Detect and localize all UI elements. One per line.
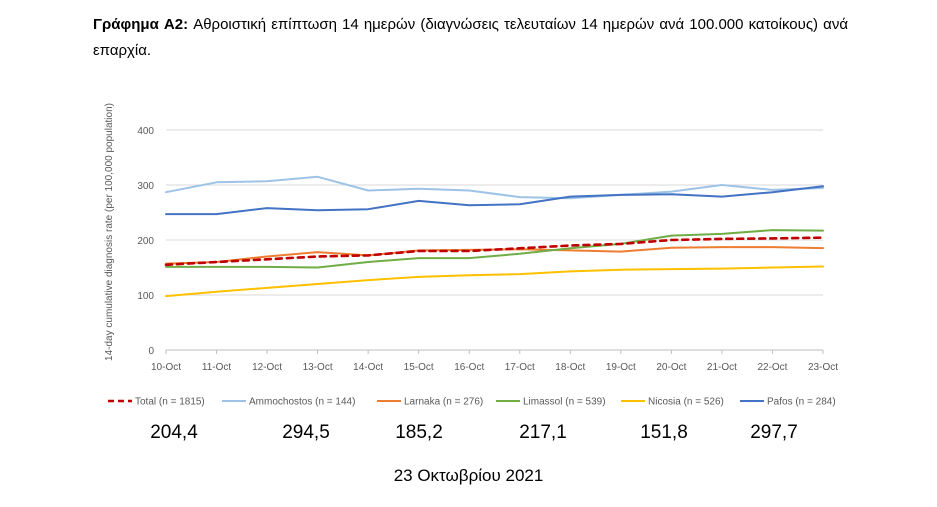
x-tick-label: 18-Oct	[555, 362, 585, 373]
legend: Total (n = 1815) Ammochostos (n = 144) Lar…	[108, 397, 836, 408]
y-tick-label: 100	[137, 291, 154, 302]
x-tick-label: 12-Oct	[252, 362, 282, 373]
x-tick-label: 10-Oct	[151, 362, 181, 373]
x-tick-label: 23-Oct	[808, 362, 838, 373]
legend-label: Nicosia (n = 526)	[648, 397, 724, 408]
x-tick-label: 14-Oct	[353, 362, 383, 373]
y-tick-label: 300	[137, 181, 154, 192]
legend-label: Limassol (n = 539)	[523, 397, 606, 408]
latest-values-row: 204,4 294,5 185,2 217,1 151,8 297,7	[0, 422, 937, 452]
series-line	[165, 265, 824, 298]
latest-value: 185,2	[395, 422, 443, 443]
legend-label: Total (n = 1815)	[135, 397, 205, 408]
latest-value: 204,4	[150, 422, 198, 443]
legend-label: Pafos (n = 284)	[767, 397, 836, 408]
x-tick-label: 17-Oct	[505, 362, 535, 373]
latest-value: 151,8	[640, 422, 688, 443]
x-tick-label: 11-Oct	[202, 362, 231, 373]
x-tick-labels: 10-Oct 11-Oct 12-Oct 13-Oct 14-Oct 15-Oct 16-O…	[151, 350, 838, 373]
latest-value: 294,5	[282, 422, 330, 443]
series-lines	[164, 175, 825, 298]
series-line	[165, 185, 824, 216]
x-tick-label: 20-Oct	[656, 362, 686, 373]
caption-text: Αθροιστική επίπτωση 14 ημερών (διαγνώσει…	[93, 16, 848, 59]
y-tick-label: 200	[137, 236, 154, 247]
date-label: 23 Οκτωβρίου 2021	[393, 466, 544, 485]
gridlines	[166, 129, 823, 351]
y-tick-labels: 0 100 200 300 400	[137, 126, 154, 357]
x-tick-label: 15-Oct	[404, 362, 434, 373]
latest-value: 297,7	[750, 422, 798, 443]
line-chart: 0 100 200 300 400 10-Oct 11-Oct 12-Oct 13-Oct 14…	[104, 103, 838, 408]
caption-label: Γράφημα A2:	[93, 16, 189, 33]
x-tick-label: 16-Oct	[454, 362, 484, 373]
y-tick-label: 0	[148, 346, 154, 357]
series-line	[165, 229, 824, 269]
y-tick-label: 400	[137, 126, 154, 137]
latest-value: 217,1	[519, 422, 567, 443]
x-tick-label: 19-Oct	[606, 362, 636, 373]
x-tick-label: 13-Oct	[303, 362, 333, 373]
x-tick-label: 21-Oct	[707, 362, 737, 373]
y-axis-label: 14-day cumulative diagnosis rate (per 10…	[104, 103, 115, 361]
figure-caption: Γράφημα A2: Αθροιστική επίπτωση 14 ημερώ…	[93, 12, 848, 64]
series-line	[164, 236, 825, 267]
legend-label: Ammochostos (n = 144)	[249, 397, 355, 408]
series-line	[165, 175, 824, 200]
x-tick-label: 22-Oct	[757, 362, 787, 373]
legend-label: Larnaka (n = 276)	[404, 397, 483, 408]
